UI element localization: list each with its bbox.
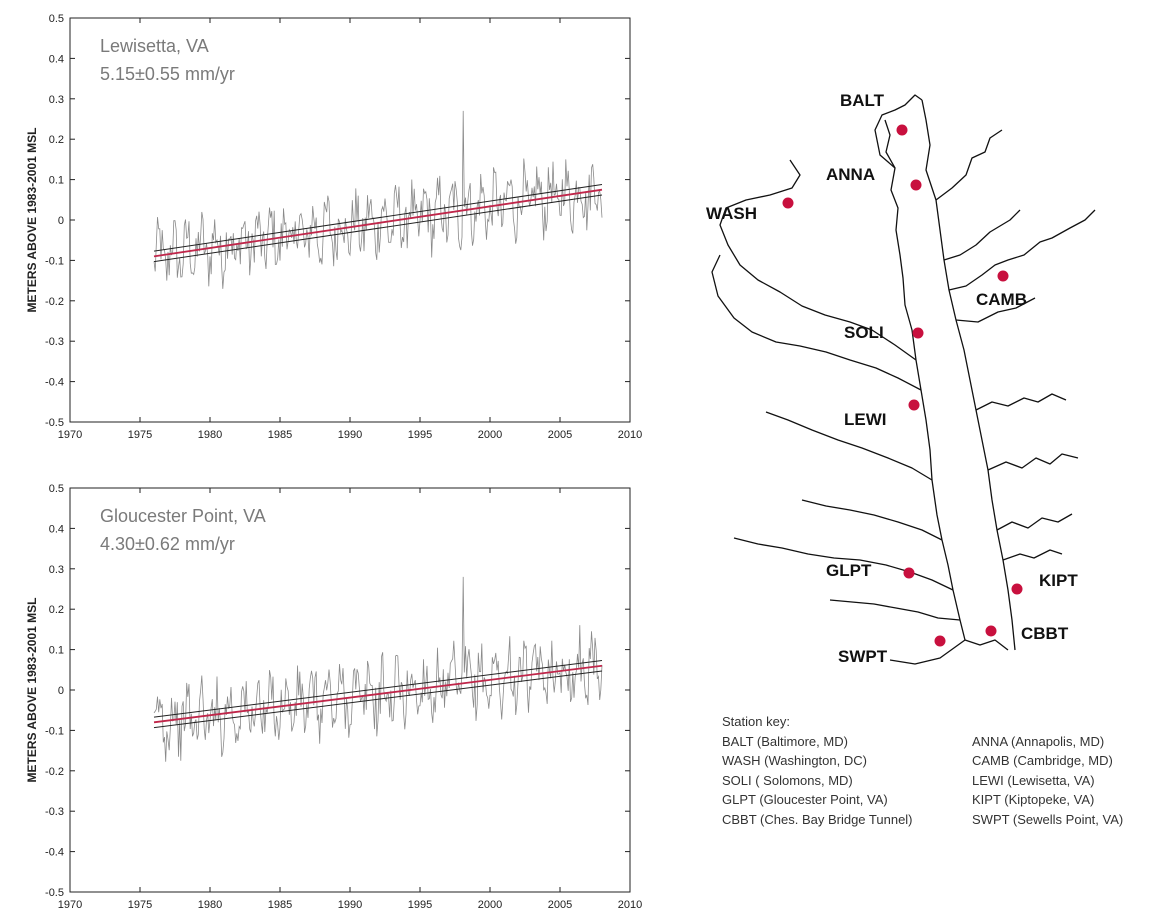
x-tick-label: 1970	[58, 899, 82, 909]
y-tick-label: 0.4	[49, 523, 64, 535]
bay-shoreline	[711, 94, 1096, 665]
y-tick-label: 0.1	[49, 645, 64, 657]
station-label-swpt: SWPT	[838, 647, 888, 666]
station-labels: BALT ANNA WASH CAMB SOLI LEWI GLPT KIPT …	[706, 91, 1078, 666]
station-key-row: WASH (Washington, DC) CAMB (Cambridge, M…	[722, 751, 1172, 771]
trend-line	[153, 664, 603, 724]
station-key-row: CBBT (Ches. Bay Bridge Tunnel) SWPT (Sew…	[722, 810, 1172, 830]
monthly-sea-level-line	[153, 576, 603, 762]
station-key-entry: LEWI (Lewisetta, VA)	[972, 772, 1095, 788]
station-marker-balt	[896, 124, 908, 136]
y-tick-label: -0.4	[45, 377, 64, 389]
y-tick-label: 0.3	[49, 94, 64, 106]
station-marker-camb	[997, 270, 1009, 282]
x-tick-label: 1995	[408, 429, 432, 441]
y-tick-label: -0.1	[45, 725, 64, 737]
x-tick-label: 2010	[618, 429, 642, 441]
station-label-camb: CAMB	[976, 290, 1027, 309]
y-tick-label: -0.2	[45, 296, 64, 308]
station-label-soli: SOLI	[844, 323, 884, 342]
y-tick-label: -0.5	[45, 887, 64, 899]
y-tick-label: -0.1	[45, 255, 64, 267]
station-key-entry: CBBT (Ches. Bay Bridge Tunnel)	[722, 811, 913, 827]
y-tick-label: 0	[58, 215, 64, 227]
trend-rate: 4.30±0.62 mm/yr	[100, 534, 235, 554]
y-axis-label: METERS ABOVE 1983-2001 MSL	[25, 598, 39, 783]
confidence-bound-line	[153, 183, 603, 252]
confidence-bound-line	[153, 194, 603, 263]
station-label-balt: BALT	[840, 91, 885, 110]
station-key-entry: ANNA (Annapolis, MD)	[972, 733, 1105, 749]
y-tick-label: 0.5	[49, 13, 64, 25]
x-tick-label: 1985	[268, 429, 292, 441]
station-key-entry: CAMB (Cambridge, MD)	[972, 753, 1113, 768]
station-key-entry: WASH (Washington, DC)	[722, 753, 867, 768]
station-marker-swpt	[934, 635, 946, 647]
station-key-row: SOLI ( Solomons, MD) LEWI (Lewisetta, VA…	[722, 771, 1172, 791]
y-tick-label: -0.3	[45, 336, 64, 348]
station-marker-anna	[910, 179, 922, 191]
station-marker-cbbt	[985, 625, 997, 637]
monthly-sea-level-line	[153, 110, 603, 289]
y-tick-label: 0.4	[49, 53, 64, 65]
station-markers	[782, 124, 1023, 647]
station-label-glpt: GLPT	[826, 561, 872, 580]
y-tick-label: -0.2	[45, 766, 64, 778]
x-tick-label: 1985	[268, 899, 292, 909]
station-key-entry: KIPT (Kiptopeke, VA)	[972, 792, 1095, 807]
gloucester-chart: 1970 1975 1980 1985 1990 1995 2000 2005 2010 -0.5…	[0, 470, 660, 909]
y-tick-label: -0.5	[45, 417, 64, 429]
station-title: Lewisetta, VA	[100, 36, 209, 56]
y-tick-label: 0.5	[49, 483, 64, 495]
station-key-entry: BALT (Baltimore, MD)	[722, 733, 848, 749]
station-key-entry: SWPT (Sewells Point, VA)	[972, 811, 1124, 827]
y-tick-label: 0.1	[49, 175, 64, 187]
trend-rate: 5.15±0.55 mm/yr	[100, 64, 235, 84]
station-key-row: BALT (Baltimore, MD) ANNA (Annapolis, MD…	[722, 732, 1172, 752]
station-title: Gloucester Point, VA	[100, 506, 266, 526]
x-tick-label: 1980	[198, 899, 222, 909]
y-tick-label: 0.2	[49, 604, 64, 616]
x-tick-label: 2005	[548, 899, 572, 909]
x-tick-label: 1990	[338, 429, 362, 441]
y-tick-label: -0.4	[45, 847, 64, 859]
station-marker-soli	[912, 327, 924, 339]
trend-line	[153, 188, 603, 258]
station-marker-lewi	[908, 399, 920, 411]
x-tick-label: 1990	[338, 899, 362, 909]
lewisetta-plot: 1970 1975 1980 1985 1990 1995 2000 2005 2010 -0.5…	[25, 13, 642, 441]
station-marker-glpt	[903, 567, 915, 579]
x-tick-label: 2005	[548, 429, 572, 441]
y-tick-label: -0.3	[45, 806, 64, 818]
x-tick-label: 2010	[618, 899, 642, 909]
station-label-lewi: LEWI	[844, 410, 887, 429]
station-marker-wash	[782, 197, 794, 209]
station-key-row: GLPT (Gloucester Point, VA) KIPT (Kiptop…	[722, 790, 1172, 810]
station-key-title: Station key:	[722, 714, 790, 729]
lewisetta-chart: 1970 1975 1980 1985 1990 1995 2000 2005 2010 -0.5…	[0, 0, 660, 441]
confidence-bound-line	[153, 660, 603, 718]
station-marker-kipt	[1011, 583, 1023, 595]
y-axis-label: METERS ABOVE 1983-2001 MSL	[25, 128, 39, 313]
x-tick-label: 1980	[198, 429, 222, 441]
y-tick-label: 0.3	[49, 564, 64, 576]
x-tick-label: 1970	[58, 429, 82, 441]
station-key-entry: SOLI ( Solomons, MD)	[722, 772, 853, 788]
y-tick-label: 0	[58, 685, 64, 697]
x-tick-label: 2000	[478, 899, 502, 909]
gloucester-plot: 1970 1975 1980 1985 1990 1995 2000 2005 2010 -0.5…	[25, 483, 642, 909]
x-tick-label: 1995	[408, 899, 432, 909]
station-label-anna: ANNA	[826, 165, 875, 184]
station-label-cbbt: CBBT	[1021, 624, 1069, 643]
x-tick-label: 1975	[128, 899, 152, 909]
confidence-bound-line	[153, 670, 603, 729]
station-label-wash: WASH	[706, 204, 757, 223]
y-tick-label: 0.2	[49, 134, 64, 146]
station-label-kipt: KIPT	[1039, 571, 1078, 590]
x-tick-label: 2000	[478, 429, 502, 441]
station-key: Station key: BALT (Baltimore, MD) ANNA (…	[722, 712, 1172, 829]
x-tick-label: 1975	[128, 429, 152, 441]
chesapeake-bay-map: BALT ANNA WASH CAMB SOLI LEWI GLPT KIPT …	[706, 91, 1096, 666]
station-key-entry: GLPT (Gloucester Point, VA)	[722, 792, 888, 807]
